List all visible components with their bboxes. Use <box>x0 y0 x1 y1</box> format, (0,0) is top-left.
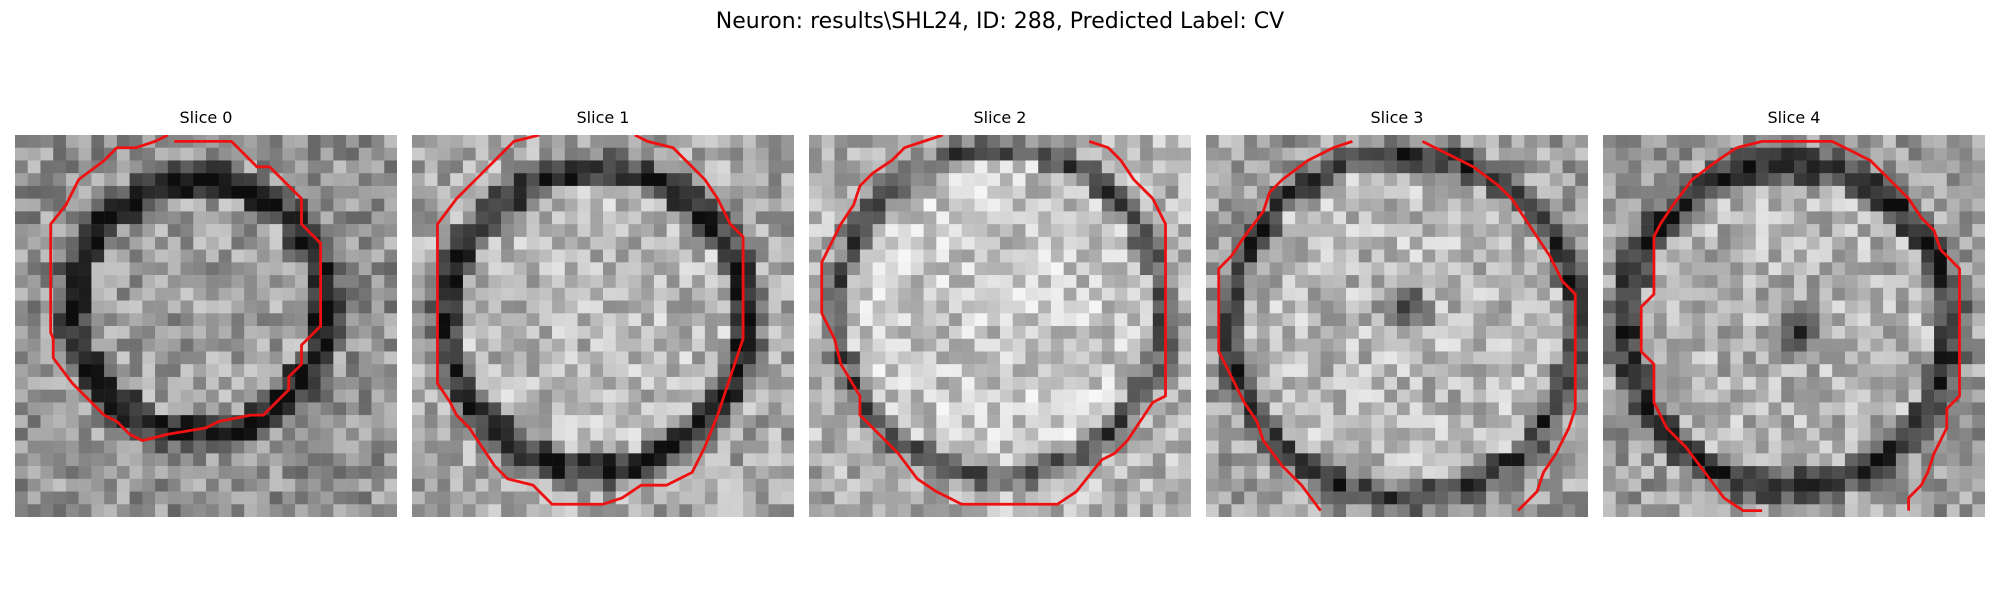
cell-contour <box>1421 140 1577 512</box>
slice-image <box>1206 135 1588 517</box>
cell-contour <box>1217 140 1353 512</box>
cell-contour <box>820 135 1167 506</box>
slice-title: Slice 1 <box>576 108 630 127</box>
slice-title: Slice 3 <box>1370 108 1424 127</box>
cell-contour <box>1736 139 1961 511</box>
slice-image <box>15 135 397 517</box>
slice-title: Slice 4 <box>1767 108 1821 127</box>
cell-contour <box>1639 146 1763 513</box>
slice-title: Slice 2 <box>973 108 1027 127</box>
slice-image <box>412 135 794 517</box>
slice-title: Slice 0 <box>179 108 233 127</box>
slice-image <box>809 135 1191 517</box>
cell-contour <box>49 135 323 443</box>
figure-title: Neuron: results\SHL24, ID: 288, Predicte… <box>715 9 1285 34</box>
slice-image <box>1603 135 1985 517</box>
cell-contour <box>436 135 745 506</box>
